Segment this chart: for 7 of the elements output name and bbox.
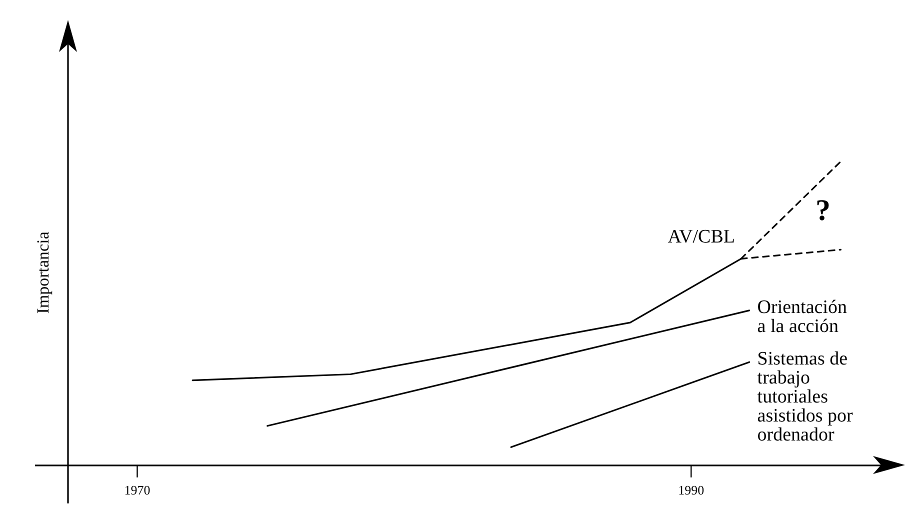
series-label: AV/CBL (668, 226, 735, 248)
series-label: Sistemas de trabajo tutoriales asistidos por ordenador (757, 348, 854, 446)
x-tick-label: 1970 (124, 482, 150, 498)
y-axis-title: Importancia (33, 231, 52, 314)
annotation: ? (816, 194, 830, 227)
series-label: Orientación a la acción (757, 296, 848, 337)
x-tick-label: 1990 (678, 482, 704, 498)
